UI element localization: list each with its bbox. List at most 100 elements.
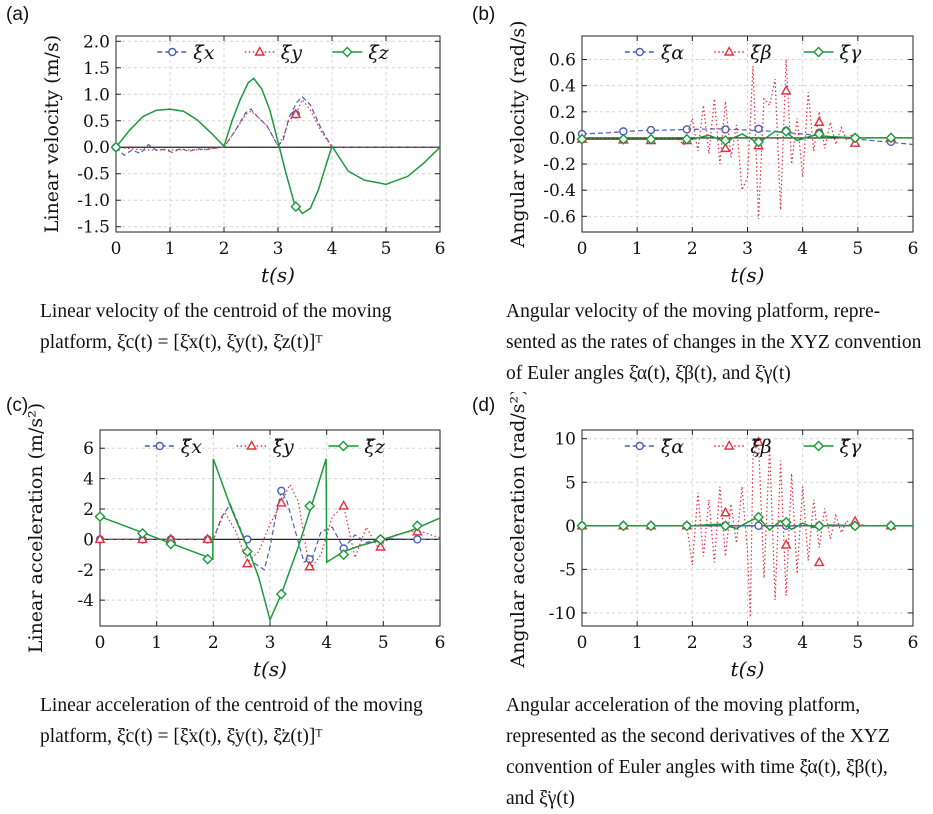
caption-a-line: Linear velocity of the centroid of the m… — [40, 301, 392, 322]
series-line — [100, 489, 440, 571]
data-point-diamond — [719, 520, 731, 532]
y-tick-label: 0.5 — [83, 112, 110, 132]
data-point-diamond — [753, 136, 765, 148]
x-axis-label: t(s) — [253, 657, 287, 681]
x-axis-label: t(s) — [731, 263, 765, 287]
x-tick-label: 2 — [687, 239, 698, 259]
data-point-triangle — [246, 440, 257, 450]
data-point-circle — [635, 441, 645, 451]
data-point-circle — [155, 441, 165, 451]
legend-label: ξ̈β — [750, 436, 771, 458]
series-line — [116, 98, 440, 151]
x-tick-label: 5 — [381, 239, 392, 259]
x-tick-label: 2 — [208, 633, 219, 653]
data-point-circle — [754, 521, 763, 531]
legend-label: ξ̇β — [750, 42, 771, 64]
data-point-triangle — [254, 46, 266, 56]
data-point-diamond — [411, 520, 423, 532]
legend-label: ξ̇y — [281, 42, 302, 64]
legend-label: ξ̈z — [364, 436, 385, 458]
y-tick-label: -2 — [77, 561, 94, 581]
legend-label: ξ̈γ — [840, 436, 862, 458]
y-tick-label: 1.5 — [83, 59, 110, 79]
data-point-diamond — [375, 533, 386, 545]
data-point-triangle — [720, 142, 731, 153]
y-tick-label: 0 — [83, 530, 94, 550]
x-axis-label: t(s) — [261, 263, 295, 287]
data-point-diamond — [719, 135, 731, 147]
x-tick-label: 5 — [852, 239, 863, 259]
data-point-triangle — [241, 557, 253, 568]
series-line — [100, 458, 440, 623]
y-axis-label: Angular acceleration (rad/s²) — [507, 392, 529, 669]
panel-d-tag: (d) — [472, 395, 496, 416]
caption-c-line: platform, ξ̈c(t) = [ξ̈x(t), ξ̈y(t), ξ̈z(… — [40, 726, 323, 747]
x-tick-label: 4 — [797, 633, 808, 653]
x-tick-label: 5 — [852, 633, 863, 653]
chart-linear-velocity: -1.5 -1.0 -0.5 0.0 0.5 1.0 1.5 2.0 0 1 2 3 4 5 6 t(s) Li… — [41, 32, 446, 287]
caption-d-line: represented as the second derivatives of… — [506, 726, 890, 747]
data-point-diamond — [275, 588, 287, 600]
data-point-diamond — [813, 46, 825, 58]
legend-label: ξ̇γ — [840, 42, 862, 64]
y-tick-label: 0.6 — [549, 51, 576, 71]
data-point-diamond — [645, 520, 657, 532]
y-tick-label: 10 — [554, 430, 576, 450]
data-point-diamond — [338, 549, 350, 561]
caption-b: Angular velocity of the moving platform,… — [506, 296, 931, 389]
caption-c: Linear acceleration of the centroid of t… — [40, 690, 440, 752]
y-tick-label: -1.5 — [77, 218, 110, 238]
panel-a-tag: (a) — [6, 4, 30, 25]
y-tick-label: -10 — [549, 604, 576, 624]
data-point-diamond — [849, 520, 861, 532]
data-point-triangle — [338, 500, 350, 510]
y-axis-label: Linear velocity (m/s) — [41, 35, 63, 233]
legend-label: ξ̈y — [273, 436, 294, 458]
x-tick-label: 4 — [321, 633, 332, 653]
x-tick-label: 6 — [435, 239, 446, 259]
data-point-diamond — [241, 546, 253, 558]
x-tick-label: 0 — [577, 239, 588, 259]
data-point-diamond — [576, 133, 588, 145]
y-axis-label: Linear acceleration (m/s²) — [25, 403, 47, 653]
y-axis-label: Angular velocity (rad/s) — [507, 20, 529, 248]
data-point-diamond — [137, 527, 148, 539]
data-point-diamond — [813, 440, 825, 452]
data-point-triangle — [813, 116, 825, 126]
x-tick-label: 0 — [95, 633, 106, 653]
caption-a: Linear velocity of the centroid of the m… — [40, 296, 440, 358]
y-tick-label: 0.0 — [549, 129, 576, 149]
data-point-triangle — [304, 560, 316, 571]
legend-label: ξ̇x — [193, 42, 214, 64]
legend-label: ξ̇z — [368, 42, 389, 64]
y-tick-label: 2 — [83, 500, 94, 520]
x-tick-label: 6 — [435, 633, 446, 653]
data-point-diamond — [341, 46, 353, 58]
data-point-diamond — [645, 133, 657, 145]
x-tick-label: 5 — [378, 633, 389, 653]
x-tick-label: 4 — [797, 239, 808, 259]
panel-b-tag: (b) — [472, 4, 496, 25]
x-tick-label: 1 — [165, 239, 176, 259]
data-point-diamond — [681, 520, 693, 532]
caption-b-line: sented as the rates of changes in the XY… — [506, 332, 922, 353]
series-line — [116, 96, 440, 156]
chart-angular-acceleration: -10 -5 0 5 10 0 1 2 3 4 5 6 t(s) Angular acceleration… — [507, 392, 918, 681]
data-point-diamond — [576, 520, 588, 532]
data-point-diamond — [202, 553, 214, 565]
x-tick-label: 0 — [111, 239, 122, 259]
caption-a-line: platform, ξ̇c(t) = [ξ̇x(t), ξ̇y(t), ξ̇z(… — [40, 332, 323, 353]
panel-c-tag: (c) — [6, 395, 29, 416]
data-point-diamond — [753, 511, 765, 523]
y-tick-label: -0.4 — [543, 181, 576, 201]
data-point-triangle — [202, 533, 214, 544]
data-point-triangle — [275, 496, 287, 507]
data-point-triangle — [780, 84, 792, 95]
data-point-diamond — [780, 125, 792, 137]
caption-d-line: convention of Euler angles with time ξ̈α… — [506, 757, 888, 778]
chart-linear-acceleration: -4 -2 0 2 4 6 0 1 2 3 4 5 6 t(s) Linear acceleration (… — [25, 403, 446, 681]
data-point-triangle — [290, 108, 302, 119]
caption-d-line: Angular acceleration of the moving platf… — [506, 695, 861, 716]
legend-label: ξ̇α — [661, 42, 684, 64]
series-line — [116, 77, 440, 215]
